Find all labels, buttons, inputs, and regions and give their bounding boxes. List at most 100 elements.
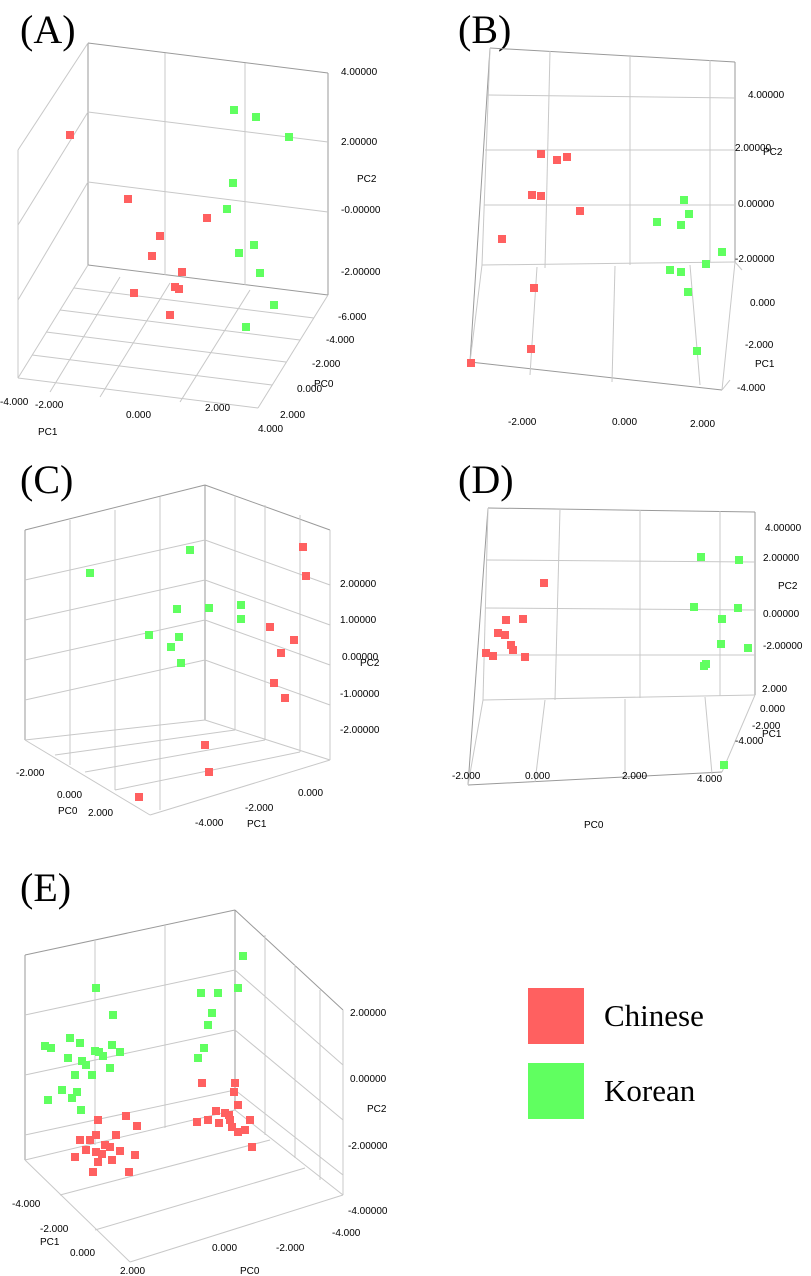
grid-line bbox=[721, 694, 756, 773]
axis-label: PC1 bbox=[38, 427, 58, 438]
data-point-korean bbox=[685, 210, 693, 218]
tick-label: 0.000 bbox=[298, 788, 323, 799]
tick-label: -0.00000 bbox=[341, 205, 381, 216]
grid-line bbox=[204, 484, 331, 531]
axis-label: PC2 bbox=[357, 174, 377, 185]
legend-swatch-chinese bbox=[528, 988, 584, 1044]
data-point-chinese bbox=[106, 1143, 114, 1151]
data-point-chinese bbox=[86, 1136, 94, 1144]
grid-line bbox=[469, 47, 491, 363]
data-point-korean bbox=[205, 604, 213, 612]
data-point-korean bbox=[270, 301, 278, 309]
data-point-chinese bbox=[71, 1153, 79, 1161]
data-point-korean bbox=[252, 113, 260, 121]
grid-line bbox=[94, 1167, 306, 1231]
data-point-chinese bbox=[501, 631, 509, 639]
data-point-korean bbox=[109, 1011, 117, 1019]
grid-line bbox=[24, 579, 206, 621]
data-point-korean bbox=[214, 989, 222, 997]
tick-label: -4.000 bbox=[12, 1199, 41, 1210]
data-point-chinese bbox=[131, 1151, 139, 1159]
tick-label: -4.00000 bbox=[348, 1206, 388, 1217]
data-point-chinese bbox=[122, 1112, 130, 1120]
data-point-chinese bbox=[82, 1146, 90, 1154]
data-point-korean bbox=[71, 1071, 79, 1079]
data-point-chinese bbox=[467, 359, 475, 367]
grid-line bbox=[17, 111, 89, 226]
data-point-korean bbox=[684, 288, 692, 296]
data-point-chinese bbox=[528, 191, 536, 199]
data-point-chinese bbox=[212, 1107, 220, 1115]
tick-label: -4.000 bbox=[735, 736, 764, 747]
data-point-chinese bbox=[553, 156, 561, 164]
data-point-korean bbox=[73, 1088, 81, 1096]
grid-line bbox=[482, 694, 756, 701]
tick-label: -2.000 bbox=[745, 340, 774, 351]
grid-line bbox=[17, 377, 259, 409]
tick-label: 0.00000 bbox=[350, 1074, 387, 1085]
data-point-chinese bbox=[230, 1088, 238, 1096]
data-point-korean bbox=[77, 1106, 85, 1114]
data-point-chinese bbox=[489, 652, 497, 660]
data-point-korean bbox=[108, 1041, 116, 1049]
grid-line bbox=[704, 696, 713, 775]
data-point-korean bbox=[223, 205, 231, 213]
panel-label-a: (A) bbox=[20, 7, 76, 52]
data-point-chinese bbox=[124, 195, 132, 203]
data-point-chinese bbox=[226, 1116, 234, 1124]
grid-line bbox=[17, 181, 89, 301]
tick-label: 2.00000 bbox=[763, 553, 800, 564]
data-point-korean bbox=[177, 659, 185, 667]
data-point-korean bbox=[64, 1054, 72, 1062]
data-point-chinese bbox=[246, 1116, 254, 1124]
data-point-chinese bbox=[228, 1123, 236, 1131]
grid-line bbox=[469, 264, 483, 363]
data-point-korean bbox=[735, 556, 743, 564]
data-point-chinese bbox=[290, 636, 298, 644]
data-point-korean bbox=[720, 761, 728, 769]
data-point-chinese bbox=[201, 741, 209, 749]
data-point-chinese bbox=[125, 1168, 133, 1176]
data-point-korean bbox=[186, 546, 194, 554]
data-point-chinese bbox=[231, 1079, 239, 1087]
data-point-chinese bbox=[576, 207, 584, 215]
data-point-chinese bbox=[302, 572, 310, 580]
data-point-korean bbox=[82, 1061, 90, 1069]
data-point-korean bbox=[677, 221, 685, 229]
data-point-chinese bbox=[530, 284, 538, 292]
tick-label: 2.00000 bbox=[735, 143, 772, 154]
grid-line bbox=[17, 264, 89, 379]
data-point-korean bbox=[229, 179, 237, 187]
data-point-chinese bbox=[527, 345, 535, 353]
tick-label: -2.000 bbox=[508, 417, 537, 428]
tick-label: -2.00000 bbox=[763, 641, 803, 652]
data-point-korean bbox=[237, 601, 245, 609]
tick-label: 2.00000 bbox=[341, 137, 378, 148]
grid-line bbox=[24, 1159, 131, 1263]
grid-line bbox=[99, 282, 171, 398]
tick-label: 4.000 bbox=[697, 774, 722, 785]
grid-line bbox=[84, 739, 266, 773]
tick-label: 2.000 bbox=[205, 403, 230, 414]
tick-label: 0.000 bbox=[126, 410, 151, 421]
tick-label: -2.00000 bbox=[348, 1141, 388, 1152]
data-point-korean bbox=[234, 984, 242, 992]
panel-a: 4.00000 2.00000 PC2 -0.00000 -2.00000 -6.000 -… bbox=[0, 42, 381, 438]
panel-label-b: (B) bbox=[458, 7, 512, 52]
panel-label-c: (C) bbox=[20, 457, 74, 502]
axis-label: PC1 bbox=[40, 1237, 60, 1248]
grid-line bbox=[24, 969, 236, 1016]
grid-line bbox=[234, 1089, 344, 1176]
data-point-chinese bbox=[203, 214, 211, 222]
data-point-chinese bbox=[178, 268, 186, 276]
tick-label: -2.000 bbox=[312, 359, 341, 370]
grid-line bbox=[24, 739, 151, 816]
data-point-chinese bbox=[482, 649, 490, 657]
grid-line bbox=[24, 1029, 236, 1076]
tick-label: -2.000 bbox=[16, 768, 45, 779]
grid-line bbox=[234, 1109, 344, 1196]
grid-line bbox=[529, 266, 538, 376]
data-point-korean bbox=[41, 1042, 49, 1050]
tick-label: -2.000 bbox=[276, 1243, 305, 1254]
data-point-korean bbox=[44, 1096, 52, 1104]
